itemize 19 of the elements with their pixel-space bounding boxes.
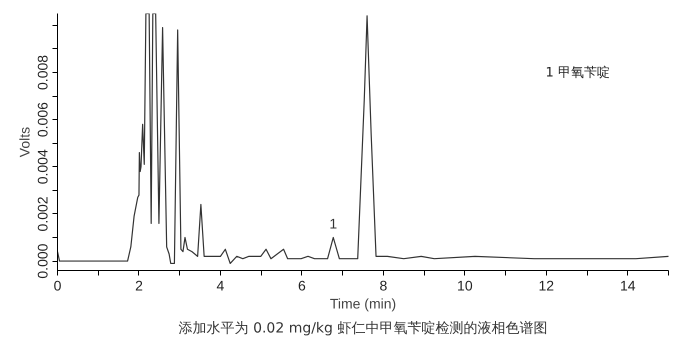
annotation: 1 — [329, 215, 338, 232]
y-tick-label: 0.006 — [34, 102, 50, 138]
x-tick-label: 4 — [216, 278, 225, 294]
y-tick-label: 0.002 — [34, 196, 50, 232]
y-tick-label: 0.000 — [34, 243, 50, 279]
y-axis-title: Volts — [16, 126, 32, 158]
x-axis-title: Time (min) — [330, 296, 396, 312]
line-series — [58, 14, 668, 264]
y-tick-label: 0.004 — [34, 149, 50, 184]
text: 添加水平为 0.02 mg/kg 虾仁中甲氧苄啶检测的液相色谱图 — [178, 320, 548, 336]
x-tick-label: 12 — [538, 278, 554, 294]
x-tick-label: 6 — [298, 278, 306, 294]
x-tick-label: 14 — [620, 278, 636, 294]
y-tick-label: 0.008 — [34, 54, 50, 90]
annotation: 1 甲氧苄啶 — [546, 64, 610, 80]
x-tick-label: 0 — [54, 278, 62, 294]
x-tick-label: 8 — [379, 278, 388, 294]
x-tick-label: 2 — [135, 278, 144, 294]
x-tick-label: 10 — [457, 278, 473, 294]
